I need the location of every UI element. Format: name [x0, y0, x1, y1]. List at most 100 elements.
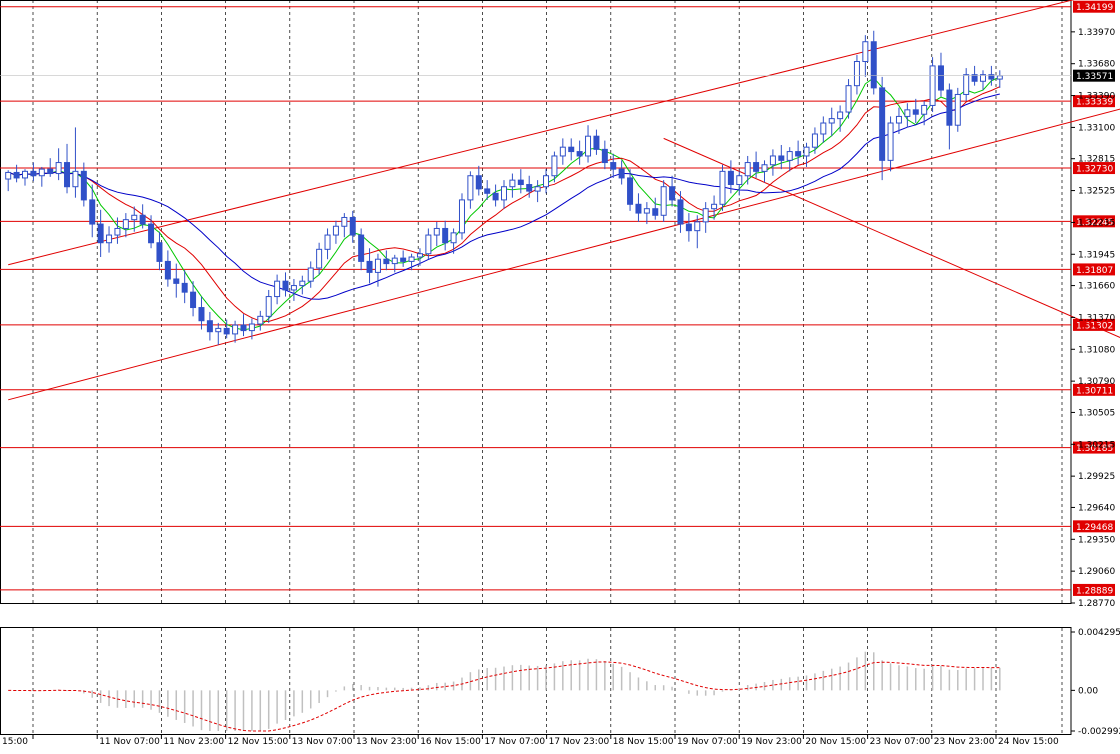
price-tick-label: 1.33100 — [1078, 123, 1115, 133]
candle-body — [618, 168, 625, 179]
candle-body — [551, 155, 558, 177]
candle-body — [996, 75, 1003, 80]
candle-body — [870, 41, 877, 89]
candle-body — [458, 199, 465, 234]
candle-body — [324, 234, 331, 250]
trendline-descending — [663, 137, 1120, 338]
time-tick-label: 11 Nov 23:00 — [163, 737, 224, 747]
candle-body — [795, 151, 802, 157]
candle-body — [38, 168, 45, 177]
price-tick-label: 1.29640 — [1078, 503, 1115, 513]
candle-body — [921, 104, 928, 115]
candle-body — [55, 162, 62, 175]
price-tick-label: 1.31660 — [1078, 282, 1115, 292]
candle-body — [181, 282, 188, 293]
candle-body — [610, 162, 617, 170]
candle-body — [316, 248, 323, 269]
candle-body — [391, 257, 398, 265]
candle-body — [341, 216, 348, 227]
candle-body — [467, 175, 474, 201]
candle-body — [568, 146, 575, 153]
candle-body — [954, 93, 961, 126]
candle-body — [517, 179, 524, 186]
level-label: 1.32730 — [1076, 165, 1113, 175]
candle-body — [761, 164, 768, 172]
level-label: 1.31807 — [1076, 266, 1113, 276]
candle-body — [131, 214, 138, 221]
price-tick-label: 1.33970 — [1078, 28, 1115, 38]
price-tick-label: 1.30215 — [1078, 440, 1115, 450]
candle-body — [299, 280, 306, 287]
candle-body — [660, 186, 667, 216]
candle-body — [232, 324, 239, 335]
candle-body — [148, 223, 155, 244]
time-tick-label: 18 Nov 15:00 — [613, 737, 674, 747]
candle-body — [963, 74, 970, 95]
candle-body — [416, 253, 423, 258]
candle-body — [97, 223, 104, 244]
candle-body — [895, 115, 902, 124]
price-tick-label: 1.29350 — [1078, 535, 1115, 545]
candle-body — [450, 232, 457, 244]
candle-body — [156, 242, 163, 262]
candle-body — [820, 122, 827, 135]
candle-body — [349, 216, 356, 236]
osc-signal-line — [8, 661, 1000, 732]
current-price-bg — [1073, 69, 1115, 82]
candle-body — [22, 170, 29, 179]
candle-body — [702, 208, 709, 223]
candle-body — [383, 258, 390, 265]
candle-body — [853, 61, 860, 87]
candle-body — [358, 234, 365, 262]
level-label-bg — [1073, 162, 1115, 175]
time-tick-label: 20 Nov 15:00 — [805, 737, 866, 747]
candle-body — [248, 323, 255, 332]
candle-body — [887, 122, 894, 161]
candle-body — [685, 223, 692, 232]
candle-body — [727, 170, 734, 186]
candle-body — [828, 118, 835, 124]
time-tick-label: 17 Nov 07:00 — [484, 737, 545, 747]
candle-body — [408, 256, 415, 262]
candle-body — [929, 65, 936, 106]
candle-body — [501, 186, 507, 201]
candle-body — [694, 221, 701, 232]
candle-body — [711, 203, 718, 210]
candle-body — [47, 168, 54, 175]
osc-tick-label: -0.002992 — [1078, 727, 1120, 737]
osc-tick-label: 0.004295 — [1078, 628, 1120, 638]
candle-body — [786, 151, 793, 161]
candle-body — [190, 291, 197, 309]
price-tick-label: 1.30790 — [1078, 377, 1115, 387]
candle-body — [400, 257, 407, 262]
osc-tick-label: 0.00 — [1078, 686, 1098, 696]
price-tick-label: 1.32815 — [1078, 155, 1115, 165]
level-label-bg — [1073, 0, 1115, 13]
level-label-bg — [1073, 441, 1115, 454]
price-axis: 1.33970 1.33680 1.33390 1.33100 1.32815 1.325… — [0, 28, 1115, 609]
level-label: 1.32245 — [1076, 218, 1113, 228]
candle-body — [627, 177, 634, 205]
candle-body — [543, 175, 550, 188]
time-tick-label: 23 Nov 23:00 — [934, 737, 995, 747]
candle-body — [904, 109, 911, 117]
candle-body — [635, 203, 642, 214]
chart-grid — [0, 0, 1072, 735]
level-label-bg — [1073, 215, 1115, 228]
level-label-bg — [1073, 520, 1115, 533]
price-tick-label: 1.33680 — [1078, 60, 1115, 70]
candle-body — [425, 234, 432, 255]
candle-body — [240, 324, 247, 332]
price-tick-label: 1.30505 — [1078, 408, 1115, 418]
candle-body — [526, 184, 533, 192]
level-label: 1.29468 — [1076, 523, 1113, 533]
candle-body — [669, 186, 676, 201]
level-label: 1.30185 — [1076, 444, 1113, 454]
candle-body — [912, 109, 919, 115]
candle-body — [971, 74, 978, 82]
price-tick-label: 1.31945 — [1078, 250, 1115, 260]
candle-body — [164, 260, 171, 280]
level-label-bg — [1073, 383, 1115, 396]
time-tick-label: 15:00 — [2, 737, 28, 747]
